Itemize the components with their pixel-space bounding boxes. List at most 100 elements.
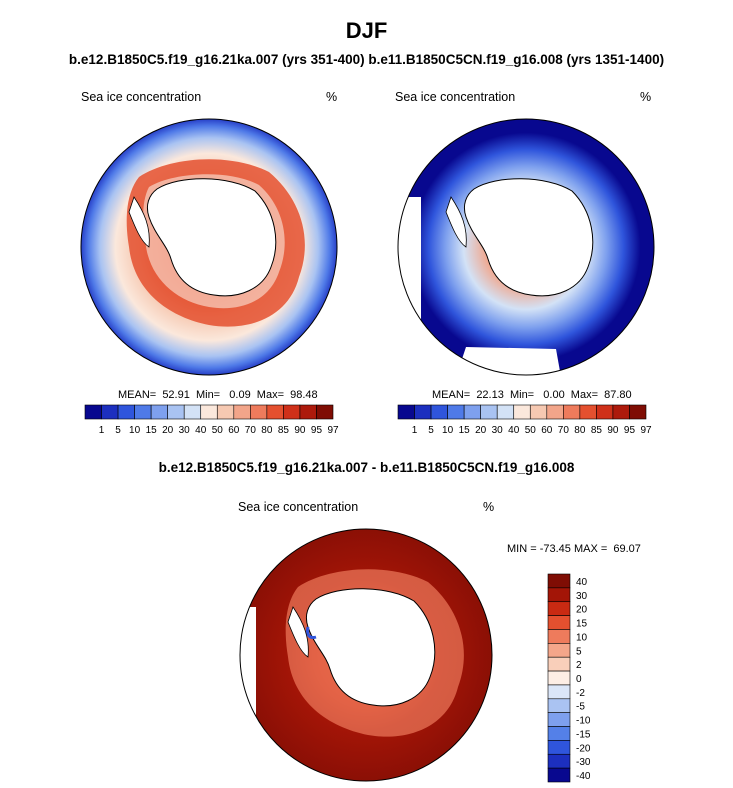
- colorbar-box-11: [579, 404, 597, 420]
- colorbar-label: 50: [212, 425, 224, 436]
- panel2-stats: MEAN= 22.13 Min= 0.00 Max= 87.80: [432, 389, 632, 401]
- colorbar-box-8: [529, 404, 548, 420]
- panel2-units: %: [640, 90, 652, 104]
- diff-colorbar-label: -40: [576, 771, 591, 782]
- colorbar-label: 30: [492, 425, 504, 436]
- colorbar-label: 20: [475, 425, 487, 436]
- colorbar-box-3: [447, 404, 465, 420]
- colorbar-box-7: [513, 404, 531, 420]
- diff-colorbar-box-10: [547, 712, 571, 727]
- colorbar-label: 90: [294, 425, 306, 436]
- diff-colorbar-label: 5: [576, 646, 582, 657]
- panel2-map: [397, 118, 655, 376]
- colorbar-label: 70: [558, 425, 570, 436]
- diff-colorbar-label: 20: [576, 605, 588, 616]
- colorbar-box-13: [299, 404, 317, 420]
- panel1-map: [80, 118, 338, 376]
- colorbar-label: 40: [195, 425, 207, 436]
- diff-colorbar-label: -2: [576, 688, 585, 699]
- colorbar-box-0: [84, 404, 102, 420]
- colorbar-box-1: [414, 404, 432, 420]
- colorbar-box-10: [563, 404, 581, 420]
- colorbar-box-14: [316, 404, 334, 420]
- panel2-field-label: Sea ice concentration: [395, 90, 516, 104]
- panel1-field-label: Sea ice concentration: [81, 90, 202, 104]
- colorbar-label: 40: [508, 425, 520, 436]
- colorbar-label: 20: [162, 425, 174, 436]
- diff-colorbar-box-2: [547, 601, 571, 616]
- diff-colorbar-box-0: [547, 573, 571, 589]
- colorbar-label: 97: [327, 425, 339, 436]
- colorbar-label: 85: [278, 425, 290, 436]
- difference-title: b.e12.B1850C5.f19_g16.21ka.007 - b.e11.B…: [158, 460, 575, 475]
- colorbar-box-7: [200, 404, 218, 420]
- colorbar-label: 5: [115, 425, 121, 436]
- diff-minmax: MIN = -73.45 MAX = 69.07: [507, 543, 641, 555]
- diff-colorbar-box-1: [547, 587, 571, 603]
- colorbar-label: 97: [640, 425, 652, 436]
- colorbar-box-1: [101, 404, 119, 420]
- colorbar-label: 95: [624, 425, 636, 436]
- diff-colorbar-label: -10: [576, 716, 591, 727]
- diff-colorbar-label: -30: [576, 757, 591, 768]
- diff-colorbar-box-5: [547, 643, 571, 658]
- colorbar-box-3: [134, 404, 152, 420]
- diff-units: %: [483, 500, 495, 514]
- diff-colorbar-box-6: [547, 656, 571, 672]
- colorbar-box-2: [117, 404, 135, 420]
- panel1-colorbar: 1 5 10 15 20 30 40 50 60 70 80 85 90 95 97: [84, 404, 339, 436]
- diff-colorbar-box-9: [547, 698, 571, 713]
- colorbar-box-6: [496, 404, 515, 420]
- diff-colorbar-box-14: [547, 767, 571, 783]
- colorbar-box-10: [250, 404, 268, 420]
- diff-colorbar-box-13: [547, 753, 571, 769]
- diff-colorbar-label: -15: [576, 729, 591, 740]
- diff-map: [239, 528, 493, 782]
- colorbar-label: 5: [428, 425, 434, 436]
- colorbar-box-11: [266, 404, 284, 420]
- colorbar-label: 60: [228, 425, 240, 436]
- colorbar-label: 60: [541, 425, 553, 436]
- colorbar-label: 10: [442, 425, 454, 436]
- colorbar-label: 1: [412, 425, 418, 436]
- diff-colorbar-label: 2: [576, 660, 582, 671]
- diff-colorbar-box-11: [547, 726, 571, 741]
- colorbar-box-6: [183, 404, 202, 420]
- colorbar-box-12: [596, 404, 614, 420]
- colorbar-label: 85: [591, 425, 603, 436]
- colorbar-box-0: [397, 404, 415, 420]
- plot-subtitle: b.e12.B1850C5.f19_g16.21ka.007 (yrs 351-…: [68, 52, 665, 67]
- diff-field-label: Sea ice concentration: [238, 500, 359, 514]
- colorbar-label: 10: [129, 425, 141, 436]
- diff-colorbar-label: 10: [576, 632, 588, 643]
- diff-colorbar-box-3: [547, 615, 571, 630]
- colorbar-box-14: [629, 404, 647, 420]
- diff-colorbar-box-4: [547, 629, 571, 644]
- plot-title: DJF: [345, 18, 388, 43]
- colorbar-box-2: [430, 404, 448, 420]
- colorbar-label: 80: [261, 425, 273, 436]
- colorbar-box-5: [480, 404, 498, 420]
- colorbar-box-4: [150, 404, 168, 420]
- colorbar-box-9: [233, 404, 251, 420]
- diff-colorbar-box-7: [547, 670, 571, 686]
- panel1-units: %: [326, 90, 338, 104]
- colorbar-box-13: [612, 404, 630, 420]
- diff-colorbar-box-12: [547, 740, 571, 755]
- panel1-stats: MEAN= 52.91 Min= 0.09 Max= 98.48: [118, 389, 318, 401]
- colorbar-label: 50: [525, 425, 537, 436]
- diff-colorbar-label: 15: [576, 619, 588, 630]
- colorbar-box-12: [283, 404, 301, 420]
- colorbar-label: 80: [574, 425, 586, 436]
- diff-colorbar-label: -20: [576, 743, 591, 754]
- diff-colorbar-label: 30: [576, 591, 588, 602]
- colorbar-box-9: [546, 404, 564, 420]
- diff-colorbar-label: 40: [576, 577, 588, 588]
- colorbar-label: 30: [179, 425, 191, 436]
- colorbar-label: 15: [146, 425, 158, 436]
- diff-colorbar-label: 0: [576, 674, 582, 685]
- colorbar-label: 15: [459, 425, 471, 436]
- colorbar-box-4: [463, 404, 481, 420]
- panel2-colorbar: 1 5 10 15 20 30 40 50 60 70 80 85 90 95 97: [397, 404, 652, 436]
